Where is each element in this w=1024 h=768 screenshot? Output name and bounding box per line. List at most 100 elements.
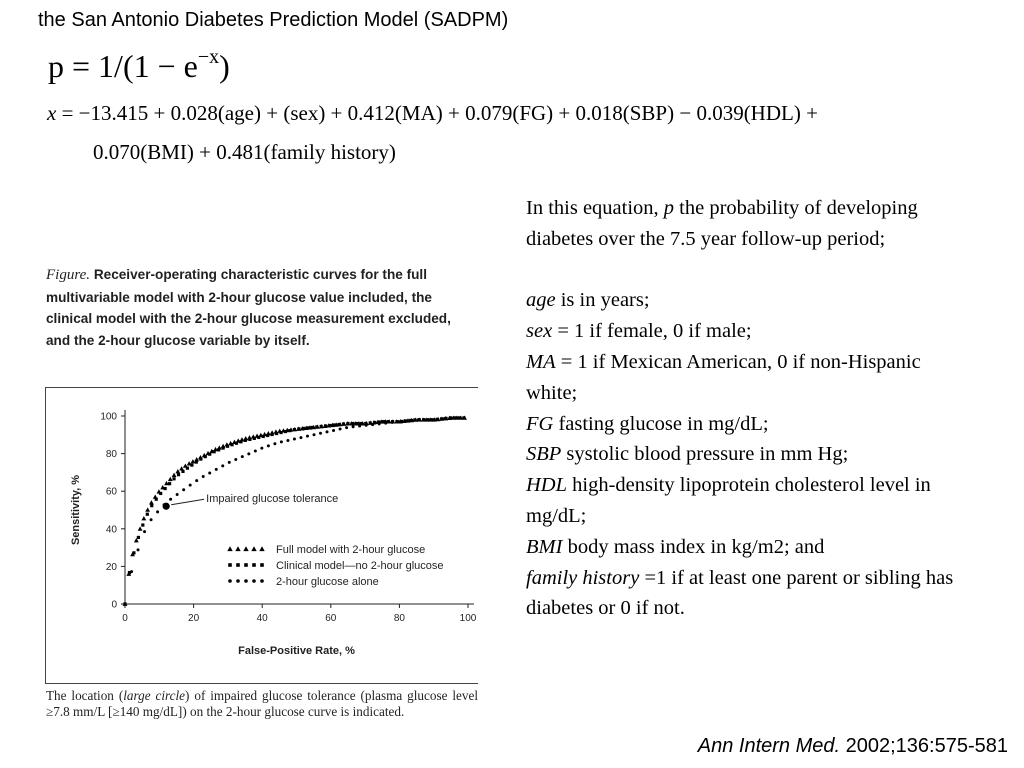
series-2-point (136, 535, 140, 540)
series-2-point (306, 426, 310, 430)
equation-line-2: 0.070(BMI) + 0.481(family history) (93, 140, 396, 164)
series-3-point (175, 492, 179, 496)
definition-age: age is in years; (526, 285, 976, 316)
figure-note-italic: large circle (123, 688, 186, 703)
series-3-point (214, 467, 218, 471)
series-2-point (346, 421, 350, 426)
definition-sex: sex = 1 if female, 0 if male; (526, 316, 976, 347)
citation-ref: 2002;136:575-581 (840, 735, 1008, 757)
definition-bmi-var: BMI (526, 535, 563, 558)
definition-p-text: the probability of developing diabetes o… (526, 197, 918, 250)
series-3-point (123, 602, 127, 606)
series-2-point (185, 466, 190, 470)
definition-hdl: HDL high-density lipoprotein cholesterol… (526, 470, 976, 532)
definition-fg-text: fasting glucose in mg/dL; (553, 412, 769, 435)
series-2-point (279, 430, 283, 435)
series-3-point (325, 430, 329, 434)
legend-marker-2 (236, 563, 240, 567)
series-2-point (386, 420, 390, 424)
definition-p: In this equation, p the probability of d… (526, 193, 976, 255)
y-axis-title: Sensitivity, % (70, 475, 82, 545)
legend-label-2: Clinical model—no 2-hour glucose (276, 560, 444, 572)
series-2-point (261, 434, 265, 439)
series-3-point (292, 437, 296, 441)
series-3-point (429, 418, 433, 422)
x-tick-label: 80 (394, 613, 406, 624)
series-3-point (130, 570, 134, 574)
series-3-point (260, 446, 264, 450)
legend-marker-1 (227, 546, 233, 552)
series-1-point (179, 466, 184, 471)
legend-marker-2 (228, 563, 232, 567)
series-3-point (312, 433, 316, 437)
series-2-point (283, 429, 288, 434)
definition-ma-text: = 1 if Mexican American, 0 if non-Hispan… (526, 350, 921, 404)
legend-label-1: Full model with 2-hour glucose (276, 544, 425, 556)
citation: Ann Intern Med. 2002;136:575-581 (698, 735, 1008, 758)
y-tick-label: 60 (106, 487, 118, 498)
legend-marker-3 (228, 579, 232, 583)
definition-ma: MA = 1 if Mexican American, 0 if non-His… (526, 347, 976, 409)
series-2-point (315, 425, 319, 429)
definition-bmi-text: body mass index in kg/m2; and (562, 535, 825, 558)
definition-sex-var: sex (526, 320, 553, 343)
definition-p-var: p (663, 197, 675, 219)
equation-line-1-text: = −13.415 + 0.028(age) + (sex) + 0.412(M… (56, 101, 818, 125)
figure-caption: Figure. Receiver-operating characteristi… (46, 264, 478, 351)
y-tick-label: 40 (106, 524, 118, 535)
legend-marker-3 (252, 579, 256, 583)
y-tick-label: 0 (111, 600, 117, 611)
legend-marker-1 (259, 546, 265, 552)
series-3-point (143, 530, 147, 534)
definition-sbp: SBP systolic blood pressure in mm Hg; (526, 439, 976, 470)
series-1-point (164, 480, 169, 486)
series-3-point (416, 418, 420, 422)
figure-note-a: The location ( (46, 688, 124, 703)
series-2-point (382, 420, 386, 424)
series-3-point (188, 483, 192, 487)
series-3-point (338, 427, 342, 431)
roc-chart-frame: 0 20 40 60 80 100 0 20 40 60 80 100 False-Positive R… (45, 387, 478, 684)
series-2-point (426, 418, 430, 422)
series-3-point (286, 438, 290, 442)
series-2-point (355, 421, 359, 426)
series-2-point (190, 463, 194, 467)
series-2-point (172, 477, 176, 481)
x-tick-label: 20 (188, 613, 200, 624)
figure-label: Figure. (46, 267, 91, 283)
series-2-point (167, 482, 172, 486)
series-3-point (234, 458, 238, 462)
series-2-point (159, 491, 163, 496)
series-2-point (457, 416, 462, 420)
equation-line-1: x = −13.415 + 0.028(age) + (sex) + 0.412… (47, 101, 818, 126)
roc-chart: 0 20 40 60 80 100 0 20 40 60 80 100 False-Positive R… (70, 410, 477, 657)
series-2-point (176, 473, 181, 477)
series-1-point (145, 507, 151, 512)
series-3-point (462, 416, 466, 420)
series-2-point (364, 421, 368, 426)
series-3-point (247, 452, 251, 456)
citation-journal: Ann Intern Med. (697, 735, 841, 757)
series-3-point (390, 420, 394, 424)
series-2-point (181, 469, 185, 473)
legend-marker-1 (235, 546, 241, 552)
series-3-point (201, 475, 205, 479)
series-2-point (154, 497, 158, 501)
series-3-point (345, 426, 349, 430)
series-3-point (227, 460, 231, 464)
series-2-point (292, 428, 297, 432)
definition-sex-text: = 1 if female, 0 if male; (552, 320, 752, 343)
equation-close: ) (219, 48, 230, 84)
series-2-point (266, 433, 270, 438)
series-2-point (243, 438, 247, 442)
series-3-point (149, 518, 153, 522)
series-3-point (455, 416, 459, 420)
definition-fg: FG fasting glucose in mg/dL; (526, 409, 976, 440)
series-1-point (171, 472, 177, 477)
impaired-glucose-circle (162, 502, 170, 510)
series-2-point (275, 431, 279, 436)
series-2-point (297, 427, 301, 431)
series-2-point (288, 428, 292, 433)
series-2-point (319, 424, 323, 429)
y-tick-label: 100 (100, 412, 117, 423)
